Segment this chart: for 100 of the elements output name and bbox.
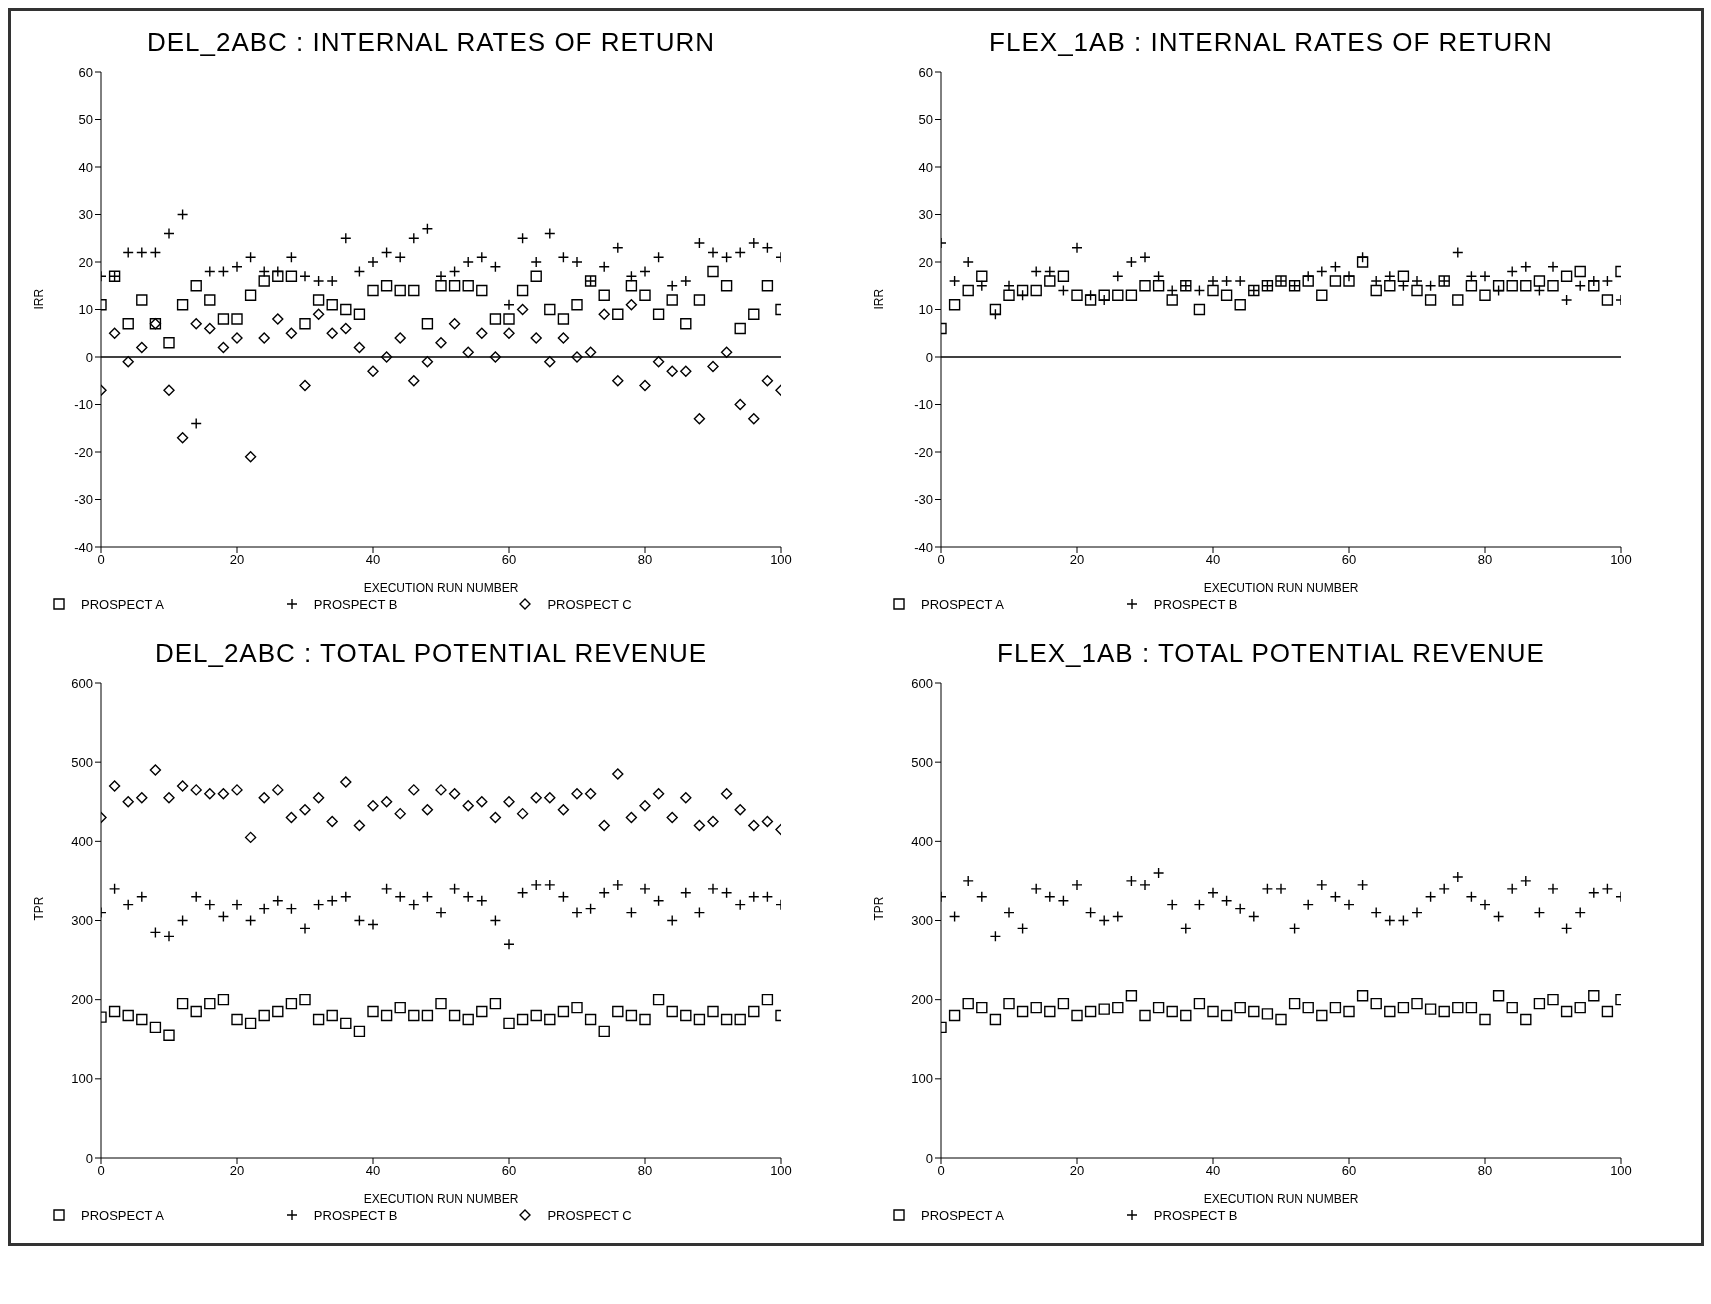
x-tick-label: 0 — [97, 552, 105, 568]
point — [761, 280, 774, 292]
point — [163, 1029, 175, 1041]
point — [1506, 1001, 1518, 1014]
point — [1193, 303, 1206, 316]
y-tick-label: 600 — [71, 675, 93, 691]
point — [326, 1009, 338, 1022]
point — [1574, 265, 1586, 278]
point — [1492, 990, 1505, 1002]
point — [1302, 275, 1314, 287]
x-tick-label: 60 — [501, 552, 517, 568]
point — [1003, 997, 1015, 1010]
point — [1016, 284, 1029, 297]
point — [544, 1013, 556, 1026]
point — [190, 280, 202, 292]
point — [652, 356, 665, 368]
point — [1574, 1001, 1586, 1014]
point — [1193, 997, 1206, 1010]
point — [448, 788, 461, 800]
point — [435, 337, 447, 349]
point — [258, 275, 270, 287]
point — [272, 270, 284, 282]
point — [326, 299, 338, 311]
chart-title: DEL_2ABC : INTERNAL RATES OF RETURN — [145, 27, 717, 58]
point — [1533, 997, 1546, 1010]
x-tick-label: 20 — [229, 552, 245, 568]
point — [720, 1013, 733, 1026]
y-tick-label: 400 — [911, 833, 933, 849]
point — [122, 1009, 134, 1022]
point — [1057, 270, 1070, 282]
point — [435, 280, 447, 292]
point — [612, 375, 624, 387]
x-tick-label: 40 — [1205, 1163, 1221, 1179]
point — [408, 375, 420, 387]
point — [652, 308, 665, 320]
point — [122, 796, 134, 808]
point — [340, 303, 352, 316]
point — [989, 1013, 1002, 1026]
point — [340, 322, 352, 335]
point — [1547, 280, 1559, 292]
point — [380, 351, 393, 363]
point — [1520, 1013, 1532, 1026]
point — [326, 815, 338, 828]
x-tick-label: 100 — [770, 1163, 792, 1179]
point — [625, 1009, 638, 1022]
point — [272, 1005, 284, 1018]
point — [639, 1013, 651, 1026]
point — [367, 1005, 379, 1018]
point — [1492, 280, 1505, 292]
point — [693, 413, 706, 425]
y-axis-title: IRR — [32, 288, 47, 310]
point — [421, 318, 434, 330]
y-tick-label: 60 — [918, 64, 933, 80]
point — [285, 997, 298, 1010]
point — [1139, 1009, 1151, 1022]
point — [516, 1013, 529, 1026]
x-axis-title: EXECUTION RUN NUMBER — [1203, 1192, 1359, 1206]
point — [1316, 289, 1328, 301]
point — [1384, 280, 1396, 292]
point — [962, 997, 974, 1010]
point — [476, 1005, 488, 1018]
point — [680, 365, 692, 377]
legend-label: PROSPECT A — [81, 596, 164, 612]
y-tick-label: 100 — [71, 1071, 93, 1087]
point — [680, 792, 692, 804]
point — [176, 299, 189, 311]
point — [299, 993, 311, 1006]
x-tick-label: 60 — [1341, 1163, 1357, 1179]
y-tick-label: 200 — [71, 992, 93, 1008]
point — [299, 318, 311, 330]
point — [734, 803, 746, 816]
point — [1370, 284, 1382, 297]
point — [584, 346, 597, 358]
point — [1248, 1005, 1260, 1018]
point — [367, 800, 379, 812]
point — [639, 800, 651, 812]
point — [312, 792, 325, 804]
x-axis-title: EXECUTION RUN NUMBER — [1203, 581, 1359, 595]
point — [557, 332, 570, 344]
y-tick-label: -20 — [74, 444, 93, 460]
x-tick-label: 40 — [365, 1163, 381, 1179]
point — [720, 346, 733, 358]
point — [707, 815, 719, 828]
chart-title: DEL_2ABC : TOTAL POTENTIAL REVENUE — [153, 638, 709, 669]
point — [948, 1009, 961, 1022]
y-tick-label: -30 — [914, 492, 933, 508]
point — [598, 289, 610, 301]
point — [571, 1001, 583, 1014]
point — [503, 796, 515, 808]
y-axis-title: TPR — [872, 896, 887, 921]
point — [748, 413, 760, 425]
point — [530, 1009, 542, 1022]
point — [394, 284, 406, 297]
point — [163, 792, 175, 804]
point — [1560, 1005, 1573, 1018]
point — [421, 803, 434, 816]
point — [571, 788, 583, 800]
x-axis-title: EXECUTION RUN NUMBER — [363, 1192, 519, 1206]
y-tick-label: 30 — [918, 207, 933, 223]
point — [666, 365, 678, 377]
